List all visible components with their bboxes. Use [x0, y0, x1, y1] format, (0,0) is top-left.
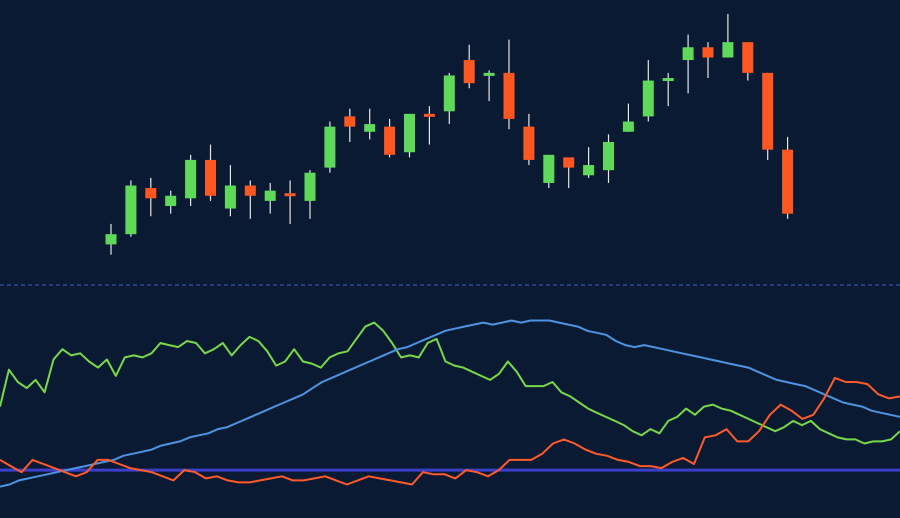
indicator-series-line — [0, 376, 900, 486]
candle — [264, 182, 276, 214]
candle — [563, 157, 575, 189]
candle — [304, 170, 316, 219]
candle-body-up — [642, 80, 654, 117]
candle-body-up — [224, 185, 236, 209]
candle-body-down — [423, 113, 435, 117]
candle-body-down — [344, 116, 356, 127]
candle — [682, 34, 694, 94]
candle — [523, 113, 535, 166]
candle — [503, 39, 515, 130]
candle-body-up — [722, 42, 734, 58]
candle — [105, 223, 117, 255]
candle-body-down — [563, 157, 575, 168]
candle-body-up — [603, 142, 614, 171]
candle — [384, 118, 396, 158]
candle — [742, 42, 754, 81]
candle — [205, 144, 216, 201]
candle-body-down — [782, 149, 794, 214]
candle — [782, 136, 794, 219]
candle — [324, 121, 336, 173]
candle-body-up — [125, 185, 137, 235]
candle — [543, 154, 555, 189]
candle-body-down — [384, 126, 396, 155]
candle-body-up — [165, 195, 177, 206]
candle-body-up — [543, 154, 555, 183]
candle-body-up — [483, 72, 495, 76]
candle — [284, 180, 296, 224]
candle-body-up — [662, 78, 674, 81]
indicator-series-line — [0, 321, 900, 445]
candle-body-up — [324, 126, 336, 168]
candle — [423, 106, 435, 145]
candle — [642, 60, 654, 122]
candle-body-down — [284, 193, 296, 197]
candle-body-up — [622, 121, 634, 132]
candle — [463, 44, 475, 89]
candle — [702, 42, 714, 78]
candle — [364, 108, 376, 140]
candle — [224, 165, 236, 217]
candle-body-down — [523, 126, 535, 160]
candle-body-up — [404, 113, 415, 153]
candle-body-down — [702, 47, 714, 58]
candle — [483, 70, 495, 102]
candle-body-down — [463, 60, 475, 84]
candle — [344, 108, 356, 142]
candle — [583, 147, 595, 178]
candle-body-down — [145, 188, 157, 199]
candle — [762, 72, 774, 160]
candle — [443, 72, 455, 125]
indicator-series-line — [0, 319, 900, 488]
candle — [145, 177, 157, 217]
candle-body-up — [583, 165, 595, 176]
candle-body-down — [742, 42, 754, 73]
candle-body-up — [304, 172, 316, 201]
candle — [125, 180, 137, 237]
candle — [622, 103, 634, 132]
candle-body-up — [443, 75, 455, 112]
candle-body-up — [264, 190, 276, 201]
candle-body-down — [762, 72, 774, 150]
candle — [244, 180, 256, 219]
price-panel — [105, 14, 794, 255]
candle — [165, 190, 177, 214]
candle-body-down — [244, 185, 256, 196]
candle-body-up — [185, 159, 197, 199]
candle-body-up — [682, 47, 694, 61]
candle-body-down — [503, 72, 515, 119]
candle-body-up — [364, 124, 376, 132]
candle-body-down — [205, 159, 216, 196]
candle — [722, 14, 734, 58]
candle-body-up — [105, 234, 117, 245]
candle — [603, 134, 614, 183]
candle — [662, 72, 674, 107]
candle — [404, 113, 415, 158]
indicator-panel — [0, 319, 900, 488]
candle — [185, 154, 197, 206]
